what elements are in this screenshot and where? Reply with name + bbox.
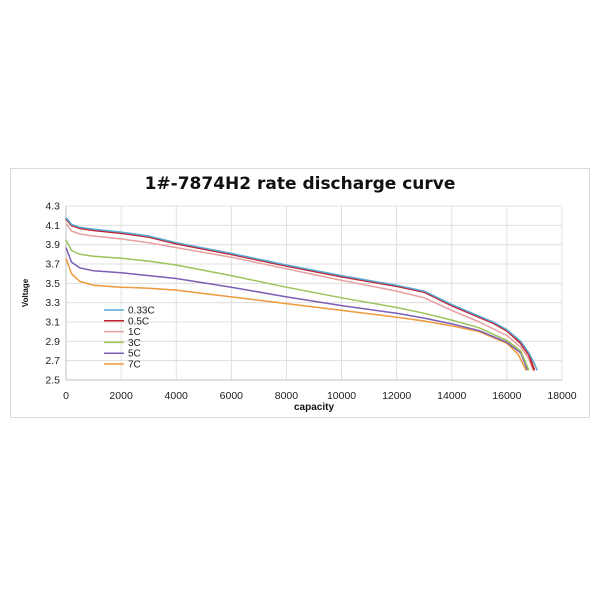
y-tick-label: 3.9 [45, 239, 60, 251]
x-tick-label: 4000 [165, 390, 189, 402]
legend-label-5C: 5C [128, 349, 141, 360]
y-tick-label: 2.5 [45, 375, 60, 387]
x-tick-label: 14000 [437, 390, 466, 402]
series-line-0_5C [65, 217, 536, 371]
legend-label-1C: 1C [128, 327, 141, 338]
x-tick-label: 10000 [327, 390, 356, 402]
y-tick-label: 4.1 [45, 220, 60, 232]
series-line-7C [65, 257, 527, 371]
y-tick-label: 3.5 [45, 278, 60, 290]
series-line-3C [65, 239, 530, 371]
y-axis-label: Voltage [21, 278, 30, 307]
series-line-5C [65, 247, 529, 371]
y-tick-label: 3.3 [45, 297, 60, 309]
y-tick-label: 3.1 [45, 317, 60, 329]
chart-panel [10, 168, 590, 418]
x-tick-label: 2000 [109, 390, 133, 402]
legend-label-0_5C: 0.5C [128, 316, 149, 327]
x-tick-label: 0 [63, 390, 69, 402]
x-tick-label: 12000 [382, 390, 411, 402]
y-tick-label: 4.3 [45, 201, 60, 213]
series-lines [65, 217, 538, 371]
grid [65, 205, 563, 381]
y-tick-label: 3.7 [45, 259, 60, 271]
chart-title: 1#-7874H2 rate discharge curve [144, 174, 456, 194]
legend-label-7C: 7C [128, 360, 141, 371]
series-line-1C [65, 222, 534, 371]
y-tick-label: 2.9 [45, 336, 60, 348]
x-tick-label: 16000 [492, 390, 521, 402]
legend-label-3C: 3C [128, 338, 141, 349]
x-tick-label: 6000 [220, 390, 244, 402]
axes: 2.5 2.7 2.9 3.1 3.3 3.5 3.7 3.9 4.1 4.3 0 2000 4000 6… [45, 201, 576, 403]
y-tick-label: 2.7 [45, 355, 60, 367]
x-tick-label: 8000 [275, 390, 299, 402]
x-axis-label: capacity [294, 402, 334, 413]
x-tick-label: 18000 [547, 390, 576, 402]
legend-label-0_33C: 0.33C [128, 306, 155, 317]
series-line-0_33C [65, 217, 538, 371]
